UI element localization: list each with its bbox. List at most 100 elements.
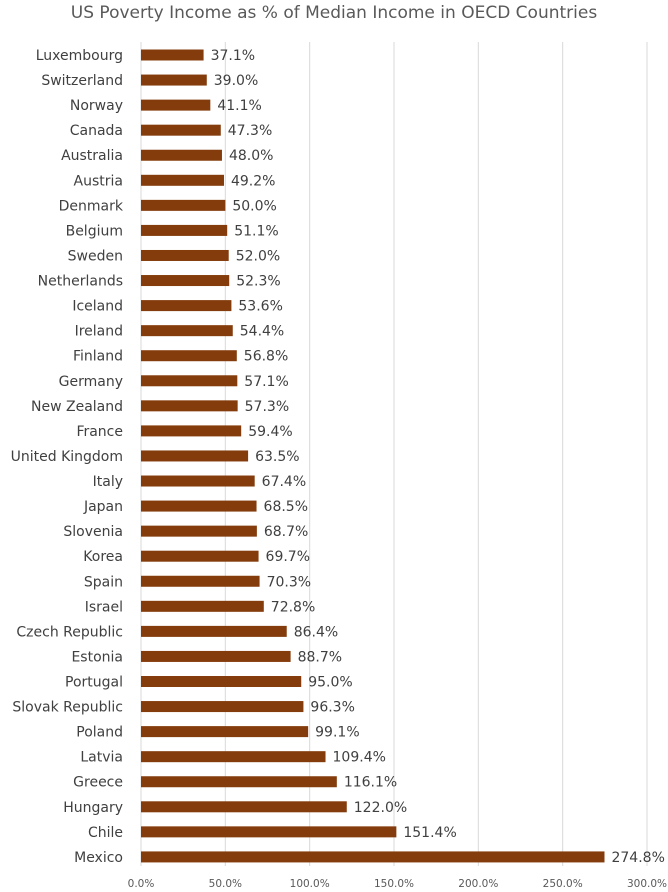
bars <box>141 49 605 863</box>
category-label: Poland <box>76 725 123 741</box>
bar <box>141 174 224 186</box>
data-label: 47.3% <box>228 123 272 139</box>
category-label: New Zealand <box>31 399 123 415</box>
bar <box>141 224 228 236</box>
data-label: 48.0% <box>229 148 273 164</box>
category-label: Latvia <box>80 750 123 766</box>
category-label: Belgium <box>66 223 123 239</box>
data-label: 37.1% <box>211 48 255 64</box>
x-tick-label: 200.0% <box>458 878 498 890</box>
category-label: Iceland <box>72 299 123 315</box>
bar <box>141 450 249 462</box>
category-label: Greece <box>73 775 123 791</box>
category-label: France <box>76 424 123 440</box>
bar <box>141 275 230 287</box>
bar <box>141 726 309 738</box>
category-label: Austria <box>74 173 123 189</box>
data-label: 52.0% <box>236 248 280 264</box>
category-label: Luxembourg <box>36 48 123 64</box>
category-label: Switzerland <box>41 73 123 89</box>
category-label: Ireland <box>75 324 123 340</box>
data-label: 57.3% <box>245 399 289 415</box>
data-label: 116.1% <box>344 775 397 791</box>
category-label: Mexico <box>74 850 123 866</box>
bar <box>141 49 204 61</box>
category-label: Korea <box>83 549 123 565</box>
data-label: 39.0% <box>214 73 258 89</box>
data-label: 68.5% <box>264 499 308 515</box>
data-label: 122.0% <box>354 800 407 816</box>
bar <box>141 300 232 312</box>
x-tick-label: 250.0% <box>543 878 583 890</box>
bar <box>141 375 238 387</box>
bar <box>141 249 229 261</box>
bar <box>141 776 337 788</box>
bar <box>141 625 287 637</box>
category-label: Slovak Republic <box>12 700 123 716</box>
bar <box>141 600 264 612</box>
data-label: 274.8% <box>611 850 664 866</box>
bar <box>141 99 211 111</box>
bar <box>141 851 605 863</box>
data-label: 50.0% <box>232 198 276 214</box>
data-label: 49.2% <box>231 173 275 189</box>
data-label: 67.4% <box>262 474 306 490</box>
data-label: 68.7% <box>264 524 308 540</box>
category-label: Israel <box>85 599 123 615</box>
bar <box>141 751 326 763</box>
category-label: Canada <box>70 123 123 139</box>
bar <box>141 149 222 161</box>
gridlines <box>140 42 648 866</box>
data-label: 53.6% <box>238 299 282 315</box>
bar <box>141 575 260 587</box>
bar <box>141 425 242 437</box>
data-label: 63.5% <box>255 449 299 465</box>
bar <box>141 525 257 537</box>
data-label: 109.4% <box>333 750 386 766</box>
bar <box>141 74 207 86</box>
data-label: 59.4% <box>248 424 292 440</box>
data-label: 151.4% <box>403 825 456 841</box>
bar <box>141 801 347 813</box>
x-tick-label: 0.0% <box>128 878 155 890</box>
category-label: Hungary <box>63 800 123 816</box>
category-label: Denmark <box>59 198 124 214</box>
data-label: 54.4% <box>240 324 284 340</box>
chart-title: US Poverty Income as % of Median Income … <box>71 3 598 23</box>
data-label: 95.0% <box>308 675 352 691</box>
category-label: United Kingdom <box>11 449 123 465</box>
data-label: 56.8% <box>244 349 288 365</box>
category-label: Estonia <box>71 649 123 665</box>
category-label: Netherlands <box>38 274 123 290</box>
data-label: 72.8% <box>271 599 315 615</box>
data-label: 69.7% <box>266 549 310 565</box>
bar <box>141 826 397 838</box>
bar <box>141 500 257 512</box>
category-label: Czech Republic <box>16 624 123 640</box>
category-label: Norway <box>70 98 123 114</box>
bar <box>141 199 226 211</box>
data-label: 96.3% <box>310 700 354 716</box>
data-label: 70.3% <box>267 574 311 590</box>
data-labels: 37.1% 39.0% 41.1% 47.3% 48.0% 49.2% 50.0% 51.1%… <box>211 48 665 866</box>
data-label: 41.1% <box>217 98 261 114</box>
data-label: 99.1% <box>315 725 359 741</box>
category-label: Australia <box>61 148 123 164</box>
bar <box>141 701 304 713</box>
bar <box>141 325 233 337</box>
bar <box>141 550 259 562</box>
bar <box>141 400 238 412</box>
bar <box>141 676 302 687</box>
category-label: Germany <box>59 374 123 390</box>
category-label: Portugal <box>65 675 123 691</box>
x-axis-ticks: 0.0% 50.0% 100.0% 150.0% 200.0% 250.0% 300.0% <box>128 878 667 890</box>
x-tick-label: 150.0% <box>374 878 414 890</box>
bar <box>141 124 221 136</box>
category-label: Japan <box>83 499 123 515</box>
category-labels: Luxembourg Switzerland Norway Canada Austral… <box>11 48 124 866</box>
data-label: 86.4% <box>294 624 338 640</box>
category-label: Spain <box>84 574 123 590</box>
bar <box>141 650 291 662</box>
category-label: Slovenia <box>63 524 123 540</box>
